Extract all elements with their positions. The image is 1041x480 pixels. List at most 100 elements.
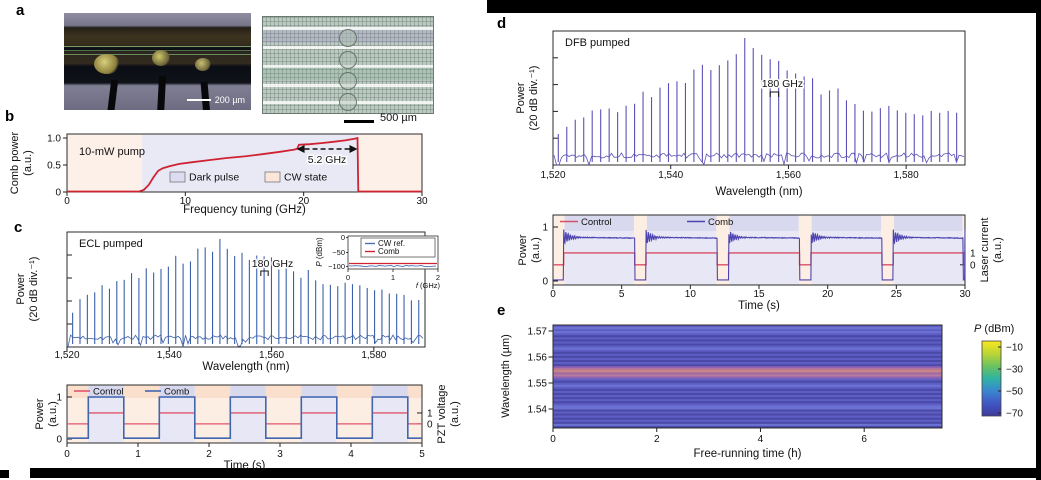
svg-text:−50: −50 xyxy=(332,248,345,257)
chart-ecl-spectrum: 1,520 1,540 1,560 1,580 Wavelength (nm) ECL p… xyxy=(54,231,441,373)
svg-text:Control: Control xyxy=(581,217,612,228)
svg-text:5.2 GHz: 5.2 GHz xyxy=(308,154,347,166)
scale-bar-label-500um: 500 µm xyxy=(380,112,417,124)
svg-text:0.5: 0.5 xyxy=(47,161,61,172)
svg-text:Comb: Comb xyxy=(378,247,400,256)
microresonator xyxy=(339,71,357,90)
svg-text:1.55: 1.55 xyxy=(528,379,548,390)
waveguide-line xyxy=(64,45,251,48)
svg-text:0: 0 xyxy=(550,434,556,445)
svg-text:Time (s): Time (s) xyxy=(224,460,266,472)
svg-text:−70: −70 xyxy=(1006,409,1023,420)
scale-bar-line xyxy=(186,99,211,101)
svg-text:Control: Control xyxy=(93,387,124,398)
svg-text:3: 3 xyxy=(277,449,283,460)
svg-text:CW state: CW state xyxy=(284,172,327,184)
probe-needle xyxy=(156,75,166,110)
chart-free-running-heatmap: 1.57 1.56 1.55 1.54 0 2 4 6 Free-running time (h… xyxy=(528,323,1024,460)
svg-text:0: 0 xyxy=(427,419,433,430)
bus-waveguide xyxy=(263,45,433,49)
svg-text:1,520: 1,520 xyxy=(540,170,565,181)
panel-a-letter: a xyxy=(16,2,25,19)
svg-text:1,560: 1,560 xyxy=(776,170,801,181)
panel-b-letter: b xyxy=(5,108,15,125)
svg-text:10: 10 xyxy=(685,289,697,300)
page-edge-top-bar xyxy=(487,0,1041,13)
svg-text:1,520: 1,520 xyxy=(54,350,79,361)
svg-text:2: 2 xyxy=(206,449,212,460)
svg-text:30: 30 xyxy=(416,196,428,207)
chip-micrograph-resonator-array xyxy=(262,16,434,114)
svg-text:−100: −100 xyxy=(328,262,345,271)
svg-text:0: 0 xyxy=(550,289,556,300)
svg-text:180 GHz: 180 GHz xyxy=(762,78,803,90)
svg-text:Comb: Comb xyxy=(164,387,189,398)
chart-dfb-spectrum: 1,520 1,540 1,560 1,580 Wavelength (nm) DFB p… xyxy=(540,30,966,198)
svg-text:0: 0 xyxy=(542,277,548,288)
svg-text:10-mW pump: 10-mW pump xyxy=(79,146,145,158)
svg-text:0: 0 xyxy=(64,196,70,207)
microresonator xyxy=(339,29,357,48)
svg-text:15: 15 xyxy=(753,289,765,300)
svg-text:1: 1 xyxy=(542,223,548,234)
svg-text:1,560: 1,560 xyxy=(259,350,284,361)
microresonator xyxy=(339,92,357,111)
svg-text:P (dBm): P (dBm) xyxy=(974,323,1014,335)
svg-text:Free-running time (h): Free-running time (h) xyxy=(693,448,801,460)
solder-blob xyxy=(194,57,211,71)
probe-needle xyxy=(106,79,119,110)
svg-text:20: 20 xyxy=(822,289,834,300)
svg-text:1,540: 1,540 xyxy=(157,350,182,361)
svg-text:1,580: 1,580 xyxy=(361,350,386,361)
chip-micrograph-electrodes: 200 µm xyxy=(64,13,251,110)
svg-text:1: 1 xyxy=(56,393,62,404)
svg-text:1: 1 xyxy=(135,449,141,460)
svg-text:1: 1 xyxy=(391,273,395,282)
svg-text:1: 1 xyxy=(427,408,433,419)
svg-text:4: 4 xyxy=(758,434,764,445)
svg-text:2: 2 xyxy=(654,434,660,445)
svg-text:−30: −30 xyxy=(1006,365,1023,376)
svg-text:5: 5 xyxy=(419,449,425,460)
solder-blob xyxy=(93,53,120,74)
page-edge-bottom-bar xyxy=(30,468,1041,478)
svg-text:f (GHz): f (GHz) xyxy=(416,281,441,290)
svg-text:6: 6 xyxy=(861,434,867,445)
svg-text:0: 0 xyxy=(55,188,61,199)
panel-c-letter: c xyxy=(14,219,23,236)
panel-d-letter: d xyxy=(497,15,507,32)
svg-text:1,580: 1,580 xyxy=(894,170,919,181)
svg-text:10: 10 xyxy=(180,196,192,207)
svg-text:Wavelength (nm): Wavelength (nm) xyxy=(202,361,289,373)
scale-bar-200um: 200 µm xyxy=(186,95,245,105)
svg-text:0: 0 xyxy=(64,449,70,460)
svg-text:0: 0 xyxy=(341,233,345,242)
page-edge-right-bar xyxy=(1036,0,1041,480)
svg-text:0: 0 xyxy=(970,260,976,271)
scale-bar-label: 200 µm xyxy=(214,95,245,105)
svg-text:P (dBm): P (dBm) xyxy=(315,237,324,267)
svg-text:Wavelength (nm): Wavelength (nm) xyxy=(715,186,802,198)
svg-text:CW ref.: CW ref. xyxy=(378,239,405,248)
svg-text:1.54: 1.54 xyxy=(528,405,548,416)
microresonator xyxy=(339,50,357,69)
svg-text:−10: −10 xyxy=(1006,343,1023,354)
panel-e-letter: e xyxy=(497,302,506,319)
svg-text:Comb: Comb xyxy=(708,217,733,228)
svg-text:1,540: 1,540 xyxy=(658,170,683,181)
svg-text:1.0: 1.0 xyxy=(47,134,61,145)
page-edge-corner-square xyxy=(0,470,9,478)
svg-text:180 GHz: 180 GHz xyxy=(252,258,293,270)
svg-text:ECL pumped: ECL pumped xyxy=(79,238,143,250)
svg-text:0: 0 xyxy=(56,435,62,446)
chart-comb-power-vs-tuning: 0 10 20 30 0 0.5 1.0 Frequency tuning (GHz) 10-m… xyxy=(47,133,428,216)
svg-text:2: 2 xyxy=(436,273,440,282)
svg-text:DFB pumped: DFB pumped xyxy=(565,37,630,49)
svg-text:Time (s): Time (s) xyxy=(738,300,780,312)
svg-text:5: 5 xyxy=(619,289,625,300)
svg-text:Dark pulse: Dark pulse xyxy=(189,172,239,184)
solder-blob xyxy=(151,49,170,66)
svg-text:1: 1 xyxy=(970,248,976,259)
